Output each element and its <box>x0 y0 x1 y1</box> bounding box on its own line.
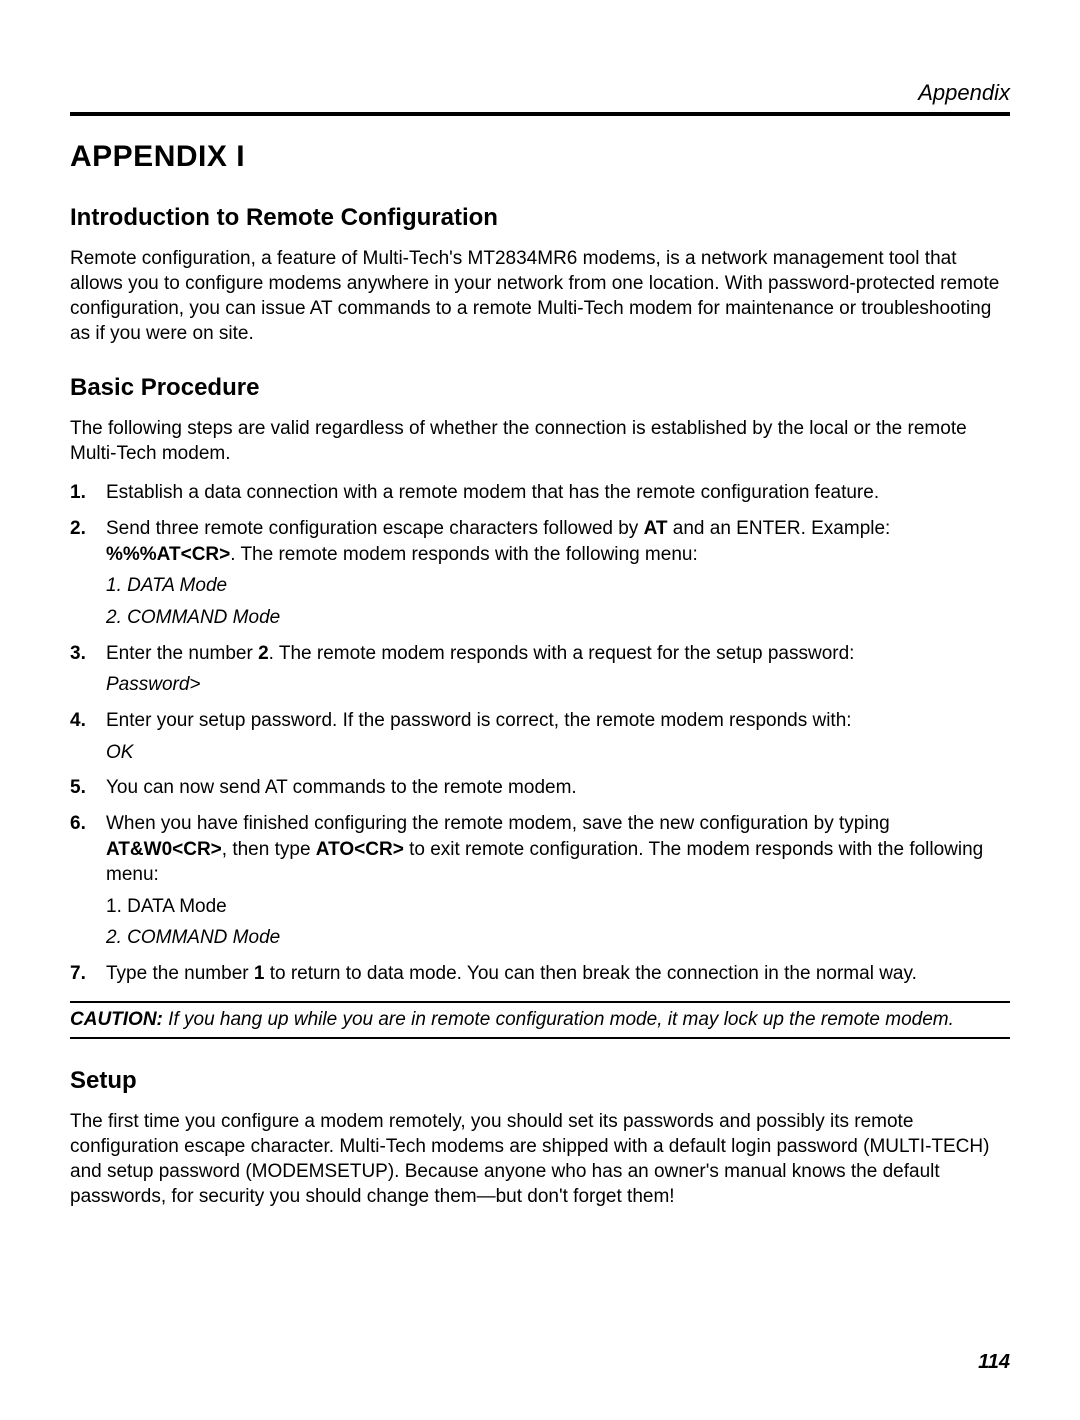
step-6-cmd2: ATO<CR> <box>316 839 404 860</box>
caution-note: CAUTION: If you hang up while you are in… <box>70 1001 1010 1039</box>
intro-heading: Introduction to Remote Configuration <box>70 204 1010 232</box>
caution-text: If you hang up while you are in remote c… <box>163 1009 954 1030</box>
step-6-menu-1: 1. DATA Mode <box>106 894 1010 920</box>
step-5-text: You can now send AT commands to the remo… <box>106 777 577 798</box>
step-2-example: %%%AT<CR> <box>106 544 230 565</box>
step-6-cmd1: AT&W0<CR> <box>106 839 222 860</box>
step-2-text-a: Send three remote configuration escape c… <box>106 518 644 539</box>
step-3-text-a: Enter the number <box>106 643 258 664</box>
page-number: 114 <box>978 1351 1010 1374</box>
step-7-num: 1 <box>254 963 265 984</box>
step-2-menu-2: 2. COMMAND Mode <box>106 605 1010 631</box>
intro-paragraph: Remote configuration, a feature of Multi… <box>70 246 1010 346</box>
step-5: You can now send AT commands to the remo… <box>70 775 1010 801</box>
step-2-text-c: . The remote modem responds with the fol… <box>230 544 698 565</box>
procedure-list: Establish a data connection with a remot… <box>70 480 1010 986</box>
step-3-password: Password> <box>106 672 1010 698</box>
step-6-text-b: , then type <box>222 839 316 860</box>
step-6: When you have finished configuring the r… <box>70 811 1010 951</box>
step-3: Enter the number 2. The remote modem res… <box>70 641 1010 698</box>
header-section-label: Appendix <box>70 80 1010 106</box>
step-7: Type the number 1 to return to data mode… <box>70 961 1010 987</box>
step-4: Enter your setup password. If the passwo… <box>70 708 1010 765</box>
setup-paragraph: The first time you configure a modem rem… <box>70 1109 1010 1209</box>
step-4-text: Enter your setup password. If the passwo… <box>106 710 852 731</box>
step-2: Send three remote configuration escape c… <box>70 516 1010 631</box>
caution-label: CAUTION: <box>70 1009 163 1030</box>
step-7-text-a: Type the number <box>106 963 254 984</box>
step-2-text-b: and an ENTER. Example: <box>668 518 891 539</box>
basic-heading: Basic Procedure <box>70 374 1010 402</box>
header-rule <box>70 112 1010 116</box>
step-1-text: Establish a data connection with a remot… <box>106 482 879 503</box>
step-2-menu-1: 1. DATA Mode <box>106 573 1010 599</box>
page-title: APPENDIX I <box>70 140 1010 174</box>
step-2-at: AT <box>644 518 668 539</box>
setup-heading: Setup <box>70 1067 1010 1095</box>
step-4-ok: OK <box>106 740 1010 766</box>
step-3-text-b: . The remote modem responds with a reque… <box>269 643 855 664</box>
step-1: Establish a data connection with a remot… <box>70 480 1010 506</box>
step-7-text-b: to return to data mode. You can then bre… <box>264 963 916 984</box>
step-3-num: 2 <box>258 643 269 664</box>
basic-paragraph: The following steps are valid regardless… <box>70 416 1010 466</box>
step-6-text-a: When you have finished configuring the r… <box>106 813 890 834</box>
document-page: Appendix APPENDIX I Introduction to Remo… <box>0 0 1080 1420</box>
step-6-menu-2: 2. COMMAND Mode <box>106 925 1010 951</box>
